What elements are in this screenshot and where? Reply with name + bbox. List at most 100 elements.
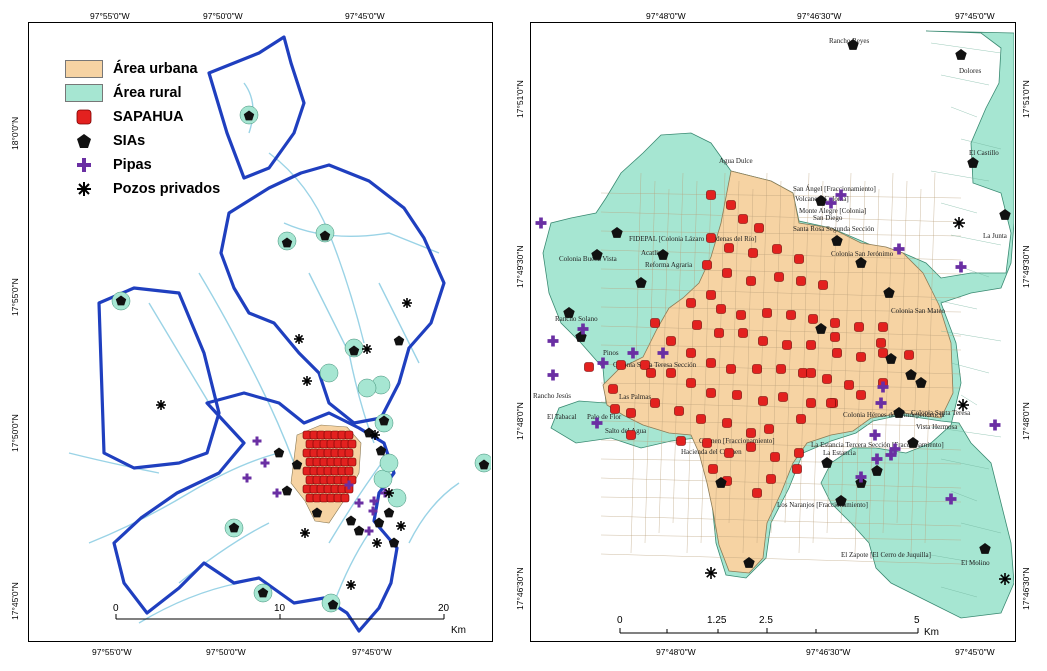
legend-pozos: Pozos privados: [65, 177, 280, 201]
street: [798, 172, 810, 554]
left-bottom-coord: 97°50'0"W: [206, 647, 246, 657]
private-well-point: [302, 376, 312, 386]
street: [960, 138, 1002, 150]
rural-patch: [319, 363, 339, 383]
sapahua-point: [856, 352, 866, 362]
scale-tick-label: 1.25: [707, 615, 727, 626]
sias-point: [115, 295, 127, 306]
private-well-point: [384, 488, 394, 498]
pipas-point: [344, 480, 354, 490]
sapahua-point: [776, 364, 786, 374]
street: [600, 306, 962, 313]
rural-swatch: [65, 84, 103, 102]
sapahua-point: [666, 368, 676, 378]
river: [283, 222, 440, 254]
pipas-point: [364, 526, 374, 536]
place-name: La Junta: [983, 232, 1008, 240]
street: [644, 180, 656, 544]
red-square-icon: [65, 108, 103, 126]
place-name: San Ángel [Fraccionamiento]: [793, 185, 876, 193]
sapahua-point: [856, 390, 866, 400]
pipas-point: [627, 347, 639, 359]
street: [812, 180, 824, 544]
street: [784, 188, 796, 524]
left-top-coord: 97°50'0"W: [203, 11, 243, 21]
sapahua-point: [778, 392, 788, 402]
street: [600, 192, 962, 199]
river: [148, 302, 210, 404]
sapahua-point: [692, 320, 702, 330]
private-well-point: [953, 217, 965, 229]
right-bottom-coord: 97°46'30"W: [806, 647, 851, 657]
street: [600, 287, 962, 299]
private-well-point: [402, 298, 412, 308]
pipas-point: [989, 419, 1001, 431]
sias-point: [257, 587, 269, 598]
pipas-point: [945, 493, 957, 505]
place-name: Vista Hermosa: [916, 423, 958, 431]
sapahua-point: [344, 430, 354, 440]
sapahua-point: [878, 322, 888, 332]
right-lat-coord: 17°49'30"N: [515, 245, 525, 288]
sias-point: [905, 369, 917, 380]
sapahua-point: [726, 364, 736, 374]
sias-point: [228, 522, 240, 533]
place-name: Acatlima: [641, 249, 668, 257]
sias-point: [883, 287, 895, 298]
rural-patch: [373, 469, 393, 489]
pipas-point: [893, 243, 905, 255]
street: [600, 382, 962, 389]
street: [600, 325, 962, 337]
river: [88, 452, 280, 544]
sapahua-point: [722, 418, 732, 428]
sias-point: [383, 507, 395, 518]
scale-tick-label: 0: [617, 615, 623, 626]
sapahua-point: [650, 318, 660, 328]
private-well-point: [957, 399, 969, 411]
place-name: Carmen [Fraccionamiento]: [699, 437, 775, 445]
legend-label: SAPAHUA: [113, 109, 184, 125]
left-lat-coord: 17°55'0"N: [10, 278, 20, 316]
sias-point: [815, 195, 827, 206]
sapahua-point: [706, 388, 716, 398]
street: [940, 458, 990, 470]
sapahua-point: [714, 328, 724, 338]
municipal-boundary: [219, 163, 446, 425]
sias-point: [831, 235, 843, 246]
sapahua-point: [796, 276, 806, 286]
sapahua-point: [746, 428, 756, 438]
private-well-point: [705, 567, 717, 579]
sapahua-point: [340, 493, 350, 503]
sias-point: [353, 525, 365, 536]
private-well-point: [362, 344, 372, 354]
private-well-point: [999, 573, 1011, 585]
sapahua-point: [792, 464, 802, 474]
sapahua-point: [706, 233, 716, 243]
pipas-point: [657, 347, 669, 359]
sapahua-point: [830, 332, 840, 342]
street: [600, 477, 962, 489]
sapahua-point: [830, 318, 840, 328]
sapahua-point: [650, 398, 660, 408]
street: [600, 439, 962, 451]
street: [840, 172, 852, 524]
street: [882, 172, 894, 534]
pipas-point: [354, 498, 364, 508]
sapahua-point: [584, 362, 594, 372]
street: [960, 394, 978, 406]
place-name: Rancho Jesús: [533, 392, 571, 400]
sapahua-point: [766, 474, 776, 484]
pipas-point: [591, 417, 603, 429]
right-lat-coord: 17°51'0"N: [515, 80, 525, 118]
street: [930, 42, 1002, 54]
private-well-point: [370, 430, 380, 440]
street: [600, 496, 962, 503]
sias-point: [348, 345, 360, 356]
left-top-coord: 97°55'0"W: [90, 11, 130, 21]
river: [138, 582, 240, 624]
right-lat-coord: 17°51'0"N: [1021, 80, 1031, 118]
water-source-points: [535, 39, 1011, 585]
legend-label: Área urbana: [113, 61, 198, 77]
street: [930, 170, 990, 182]
street: [630, 172, 642, 554]
